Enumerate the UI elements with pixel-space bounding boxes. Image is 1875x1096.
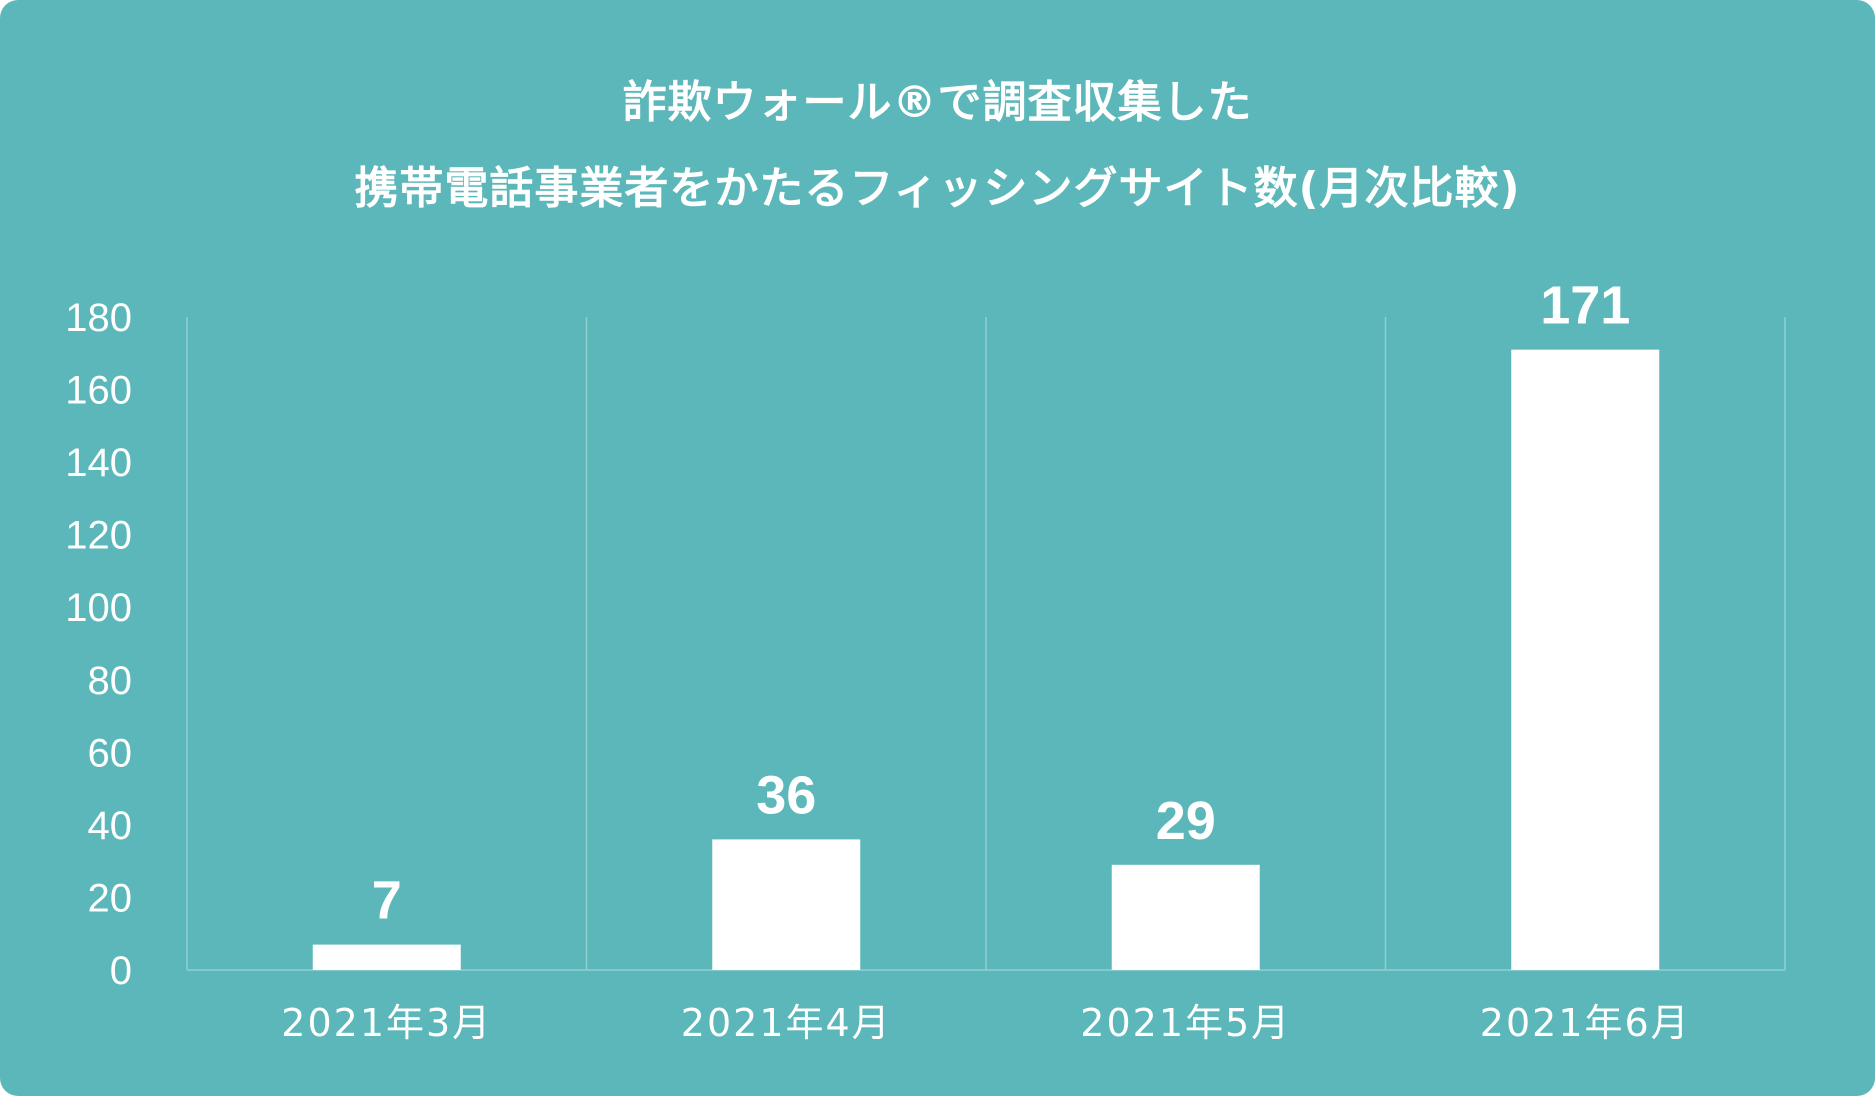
bar [312,944,461,970]
bar [1511,349,1660,970]
x-axis: 2021年3月 2021年4月 2021年5月 2021年6月 [281,1001,1691,1045]
y-tick-label: 80 [88,659,133,703]
value-labels: 7 36 29 171 [372,276,1631,931]
y-tick-label: 0 [110,949,132,993]
bar-value-label: 7 [372,871,402,931]
y-tick-label: 20 [88,876,133,920]
y-tick-label: 120 [65,514,132,558]
chart-title: 詐欺ウォール®で調査収集した 携帯電話事業者をかたるフィッシングサイト数(月次比… [0,60,1875,232]
x-tick-label: 2021年3月 [281,1001,492,1045]
bars [312,349,1660,970]
x-tick-label: 2021年5月 [1080,1001,1291,1045]
bar-value-label: 36 [756,765,816,825]
chart-title-line-1: 詐欺ウォール®で調査収集した [622,77,1253,128]
y-tick-label: 100 [65,586,132,630]
bar-value-label: 29 [1156,791,1216,851]
y-tick-label: 40 [88,804,133,848]
chart-title-line-2: 携帯電話事業者をかたるフィッシングサイト数(月次比較) [354,163,1521,214]
x-tick-label: 2021年6月 [1480,1001,1691,1045]
y-axis: 0 20 40 60 80 100 120 140 160 180 [65,296,132,993]
y-tick-label: 180 [65,296,132,340]
bar [1111,864,1260,970]
bar [712,839,861,970]
x-tick-label: 2021年4月 [681,1001,892,1045]
y-tick-label: 160 [65,369,132,413]
bar-value-label: 171 [1540,276,1630,336]
y-tick-label: 140 [65,441,132,485]
y-tick-label: 60 [88,731,133,775]
